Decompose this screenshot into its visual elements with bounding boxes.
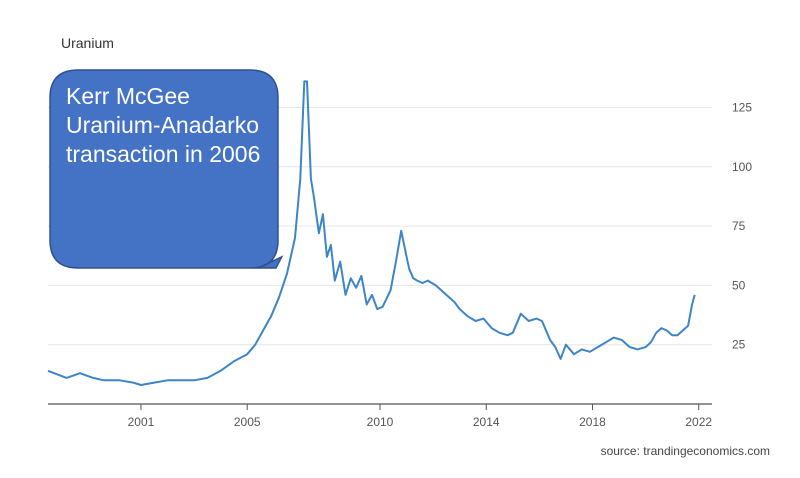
callout-line-1: Kerr McGee: [66, 83, 190, 109]
y-tick-label: 125: [732, 100, 752, 114]
x-tick-label: 2022: [685, 415, 712, 429]
x-tick-label: 2018: [579, 415, 606, 429]
source-note: source: trandingeconomics.com: [600, 444, 770, 458]
callout-line-2: Uranium-Anadarko: [66, 112, 260, 138]
series-line: [47, 80, 696, 386]
callout-bubble: [49, 69, 284, 269]
callout-shape: [49, 69, 284, 269]
x-tick-label: 2014: [473, 415, 500, 429]
y-axis-labels: 25 50 75 100 125: [732, 100, 752, 351]
chart-title: Uranium: [61, 35, 114, 51]
x-tick-label: 2001: [128, 415, 155, 429]
y-tick-label: 50: [732, 278, 746, 292]
x-tick-label: 2005: [234, 415, 261, 429]
y-tick-label: 25: [732, 338, 746, 352]
x-tick-label: 2010: [367, 415, 394, 429]
callout-line-3: transaction in 2006: [66, 141, 261, 167]
x-axis: 2001 2005 2010 2014 2018 2022: [48, 403, 712, 429]
series-group: [47, 80, 696, 386]
y-tick-label: 75: [732, 219, 746, 233]
y-tick-label: 100: [732, 160, 752, 174]
callout-text: Kerr McGee Uranium-Anadarko transaction …: [66, 82, 276, 169]
